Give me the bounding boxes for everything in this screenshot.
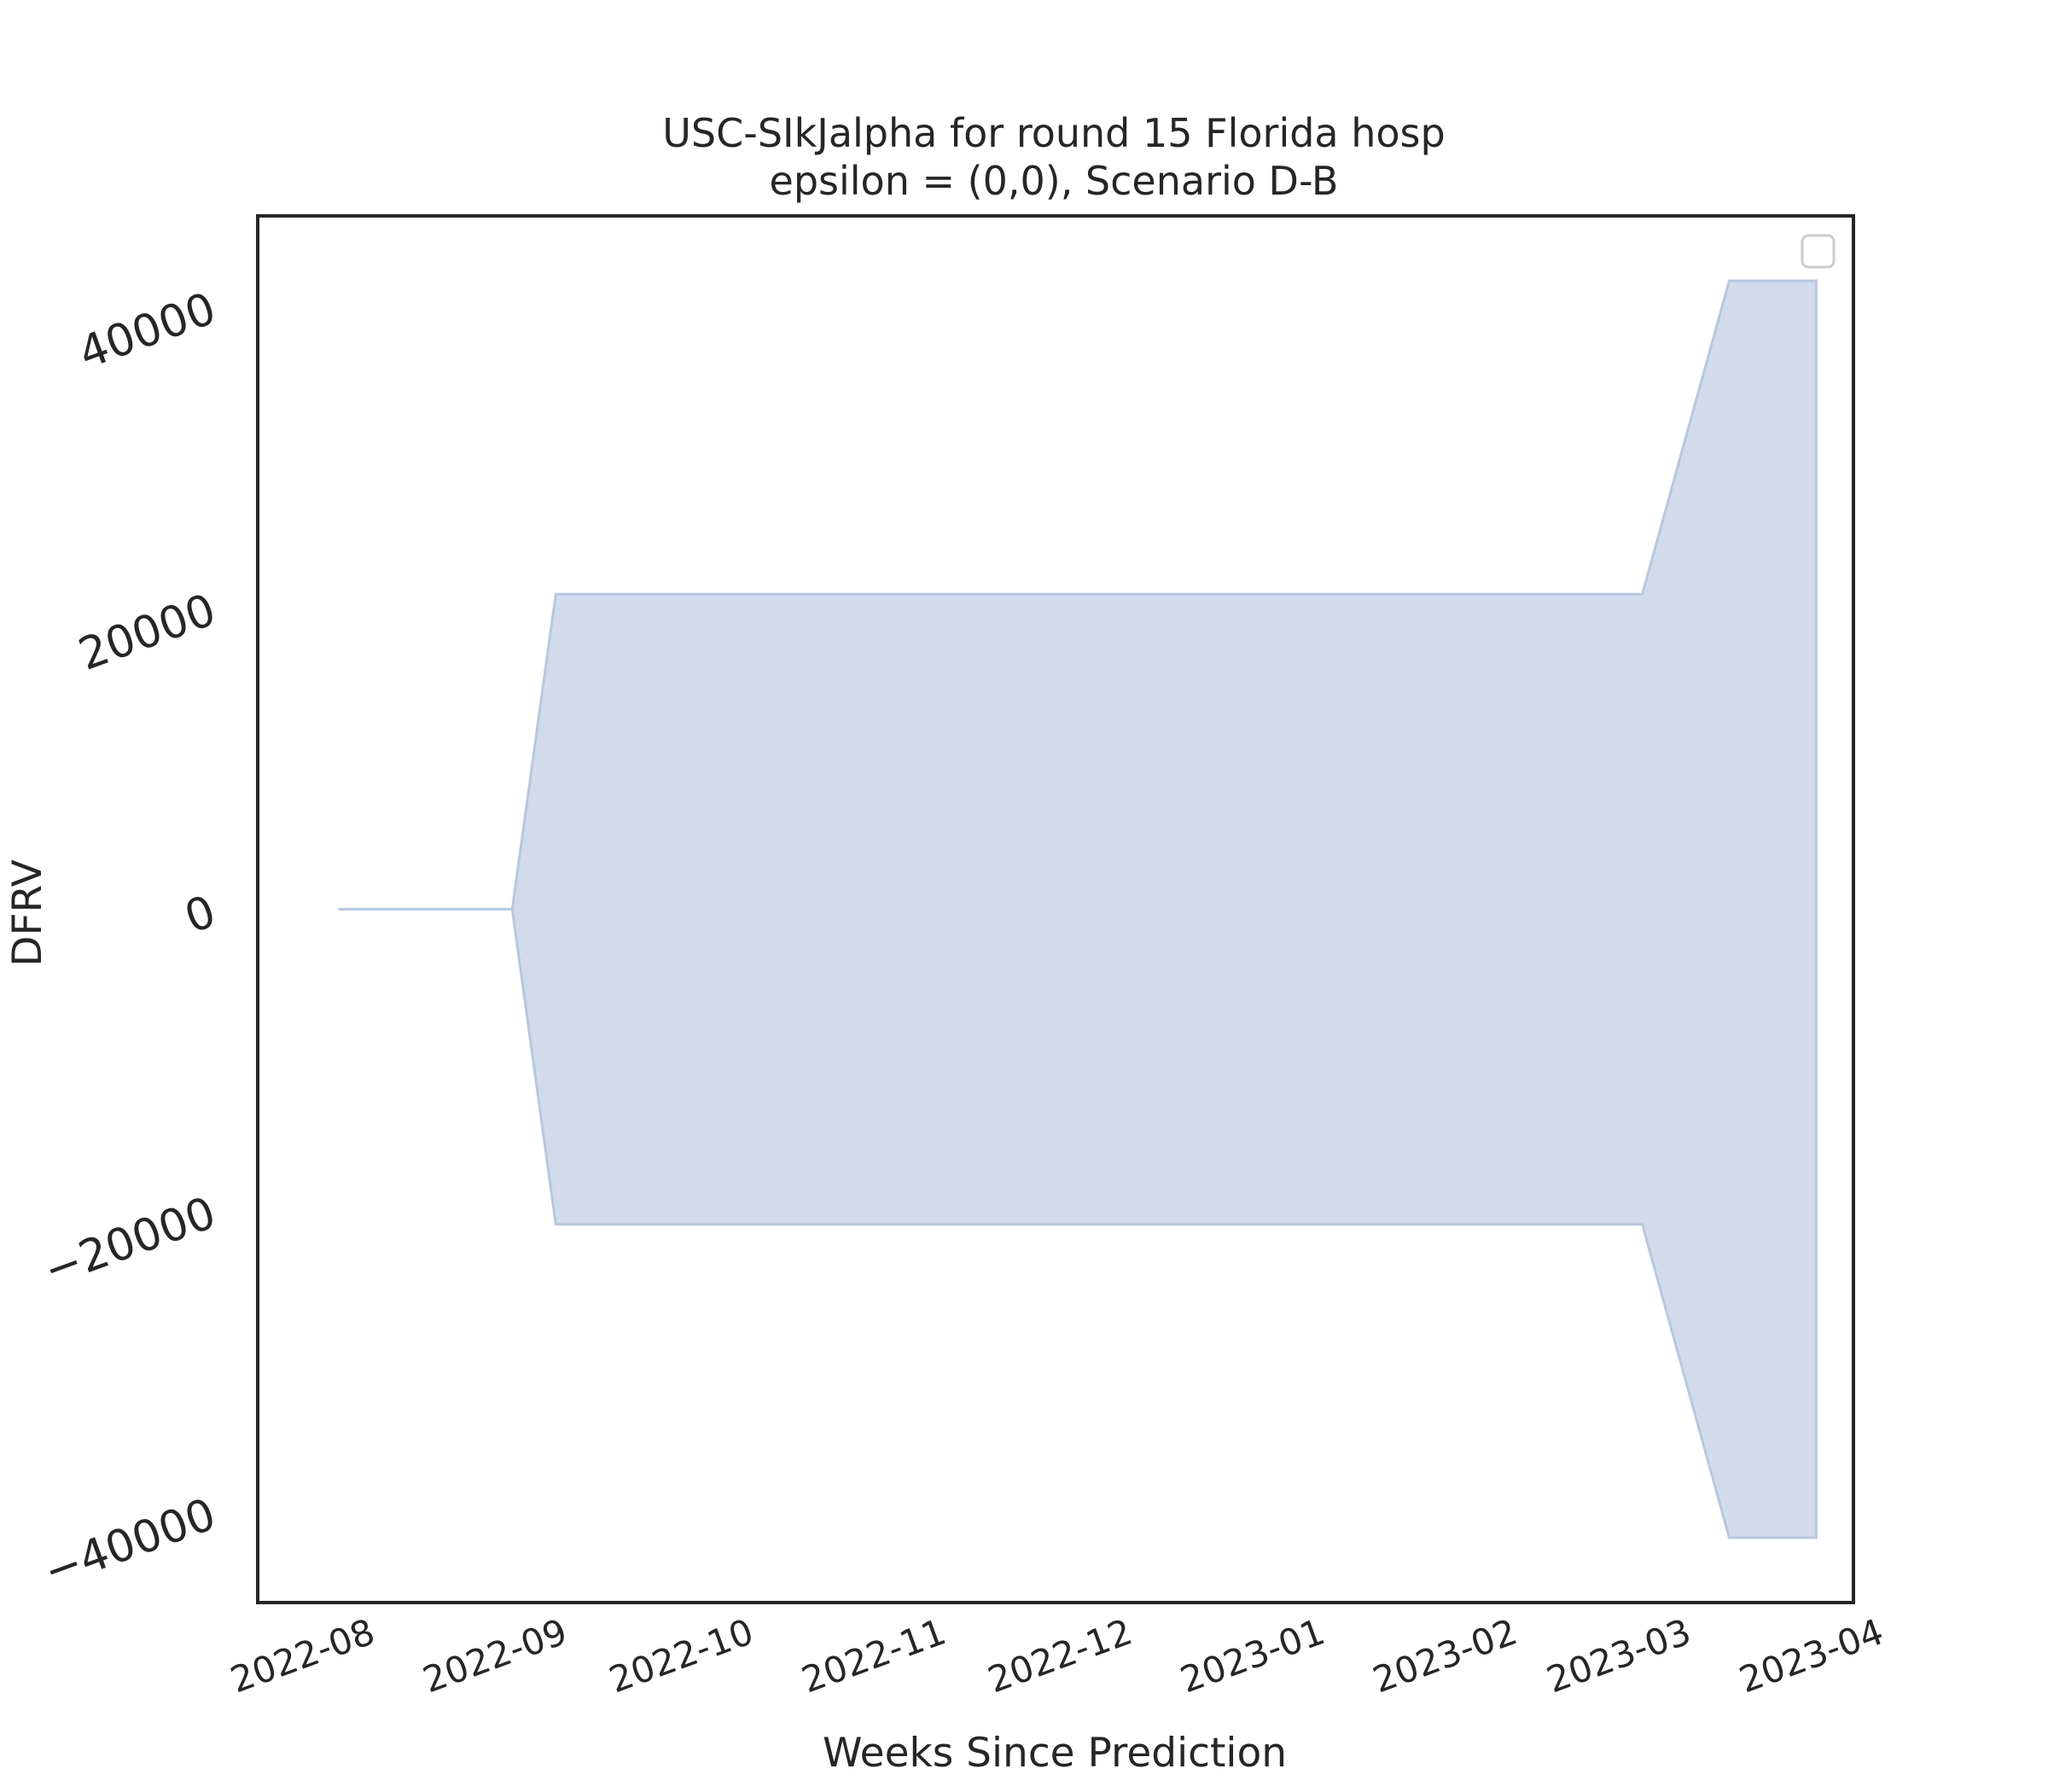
axes-frame [256,214,1855,1604]
plot-area [338,279,1818,1539]
x-axis-ticks: 2022-08 2022-09 2022-10 2022-11 2022-12 2023-… [225,1610,1889,1701]
x-axis-label: Weeks Since Prediction [823,1730,1287,1777]
x-tick-label: 2022-11 [796,1610,951,1701]
y-tick-label: 0 [178,886,223,944]
x-tick-label: 2022-08 [225,1610,381,1701]
x-tick-label: 2022-10 [603,1610,759,1701]
y-tick-label: −20000 [38,1188,223,1297]
chart-title: USC-SIkJalpha for round 15 Florida hosp [662,110,1445,156]
x-tick-label: 2023-01 [1175,1610,1330,1701]
x-tick-label: 2023-03 [1541,1610,1696,1701]
y-tick-label: −40000 [38,1489,223,1598]
confidence-band-0 [338,279,1818,1539]
x-tick-label: 2023-04 [1734,1610,1889,1701]
chart-subtitle: epsilon = (0,0), Scenario D-B [770,158,1339,204]
y-tick-label: 40000 [73,283,223,380]
x-tick-label: 2022-09 [417,1610,573,1701]
legend-box [1801,234,1836,269]
y-axis-label: DFRV [4,859,51,966]
x-tick-label: 2022-12 [982,1610,1137,1701]
y-tick-label: 20000 [73,585,223,681]
x-tick-label: 2023-02 [1367,1610,1522,1701]
y-axis-ticks: −40000 −20000 0 20000 40000 [38,283,223,1598]
